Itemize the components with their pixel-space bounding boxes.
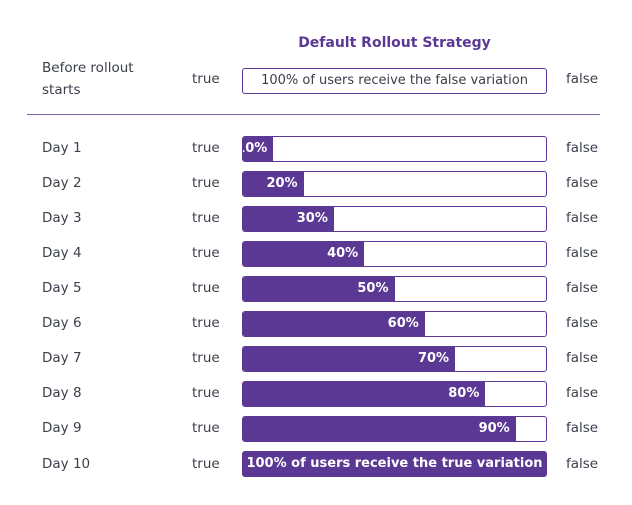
before-rollout-label: Before rollout starts bbox=[42, 60, 134, 98]
rollout-percent-label: 60% bbox=[387, 316, 419, 331]
day-label: Day 6 bbox=[42, 315, 82, 331]
day-label: Day 2 bbox=[42, 175, 82, 191]
true-label: true bbox=[192, 280, 220, 296]
false-label: false bbox=[566, 210, 599, 226]
day-label: Day 7 bbox=[42, 350, 82, 366]
day-label: Day 3 bbox=[42, 210, 82, 226]
rollout-percent-label: 50% bbox=[357, 281, 389, 296]
true-label: true bbox=[192, 245, 220, 261]
before-rollout-bar-text: 100% of users receive the false variatio… bbox=[261, 73, 528, 88]
false-label: false bbox=[566, 140, 599, 156]
false-label: false bbox=[566, 385, 599, 401]
rollout-bar-fill: 10% bbox=[243, 137, 274, 161]
divider bbox=[27, 114, 600, 115]
rollout-bar-fill: 60% bbox=[243, 312, 425, 336]
day-label: Day 8 bbox=[42, 385, 82, 401]
day-10-bar-text: 100% of users receive the true variation bbox=[246, 456, 543, 471]
rollout-bar: 60% bbox=[242, 311, 547, 337]
rollout-percent-label: 20% bbox=[266, 176, 298, 191]
rollout-bar: 20% bbox=[242, 171, 547, 197]
rollout-bar-fill: 30% bbox=[243, 207, 334, 231]
rollout-percent-label: 40% bbox=[327, 246, 359, 261]
day-label: Day 4 bbox=[42, 245, 82, 261]
day-label: Day 5 bbox=[42, 280, 82, 296]
rollout-bar-fill: 40% bbox=[243, 242, 365, 266]
day-10-true-label: true bbox=[192, 456, 220, 472]
false-label: false bbox=[566, 350, 599, 366]
day-label: Day 1 bbox=[42, 140, 82, 156]
rollout-bar-fill: 90% bbox=[243, 417, 516, 441]
false-label: false bbox=[566, 420, 599, 436]
rollout-percent-label: 10% bbox=[243, 141, 268, 156]
day-10-false-label: false bbox=[566, 456, 599, 472]
before-rollout-bar: 100% of users receive the false variatio… bbox=[242, 68, 547, 94]
before-rollout-false-label: false bbox=[566, 71, 599, 87]
rollout-bar: 10% bbox=[242, 136, 547, 162]
rollout-bar: 50% bbox=[242, 276, 547, 302]
day-label: Day 9 bbox=[42, 420, 82, 436]
diagram-title: Default Rollout Strategy bbox=[298, 35, 491, 51]
rollout-bar: 70% bbox=[242, 346, 547, 372]
rollout-bar: 90% bbox=[242, 416, 547, 442]
rollout-bar: 80% bbox=[242, 381, 547, 407]
true-label: true bbox=[192, 140, 220, 156]
rollout-bar: 30% bbox=[242, 206, 547, 232]
false-label: false bbox=[566, 280, 599, 296]
rollout-bar-fill: 70% bbox=[243, 347, 456, 371]
rollout-percent-label: 80% bbox=[448, 386, 480, 401]
rollout-bar-fill: 50% bbox=[243, 277, 395, 301]
before-rollout-true-label: true bbox=[192, 71, 220, 87]
true-label: true bbox=[192, 315, 220, 331]
false-label: false bbox=[566, 315, 599, 331]
true-label: true bbox=[192, 350, 220, 366]
true-label: true bbox=[192, 385, 220, 401]
day-10-label: Day 10 bbox=[42, 456, 91, 472]
false-label: false bbox=[566, 245, 599, 261]
rollout-percent-label: 30% bbox=[296, 211, 328, 226]
rollout-percent-label: 70% bbox=[417, 351, 450, 366]
rollout-bar-fill: 20% bbox=[243, 172, 304, 196]
rollout-percent-label: 90% bbox=[478, 421, 510, 436]
true-label: true bbox=[192, 210, 220, 226]
true-label: true bbox=[192, 175, 220, 191]
rollout-bar-fill: 80% bbox=[243, 382, 486, 406]
false-label: false bbox=[566, 175, 599, 191]
true-label: true bbox=[192, 420, 220, 436]
rollout-bar: 40% bbox=[242, 241, 547, 267]
day-10-bar: 100% of users receive the true variation bbox=[242, 451, 547, 477]
